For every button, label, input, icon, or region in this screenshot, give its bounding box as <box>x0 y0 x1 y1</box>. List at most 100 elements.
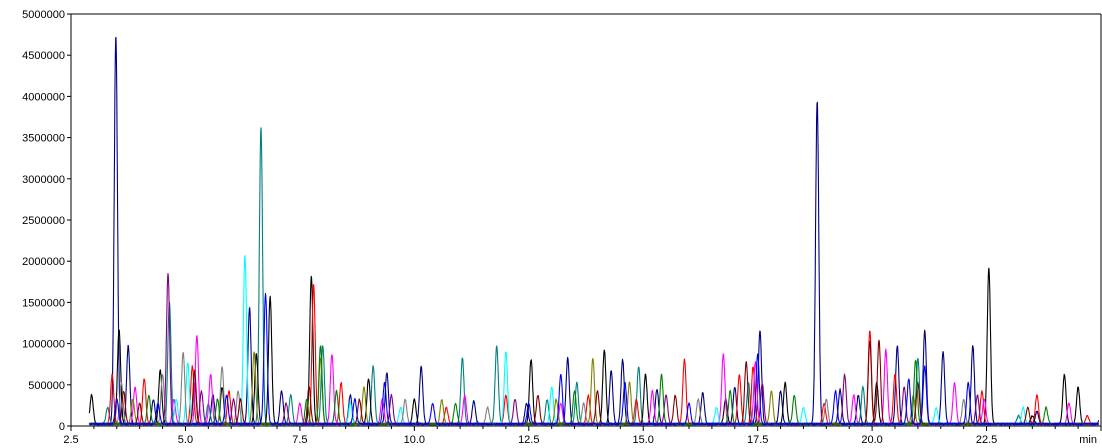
peak-point <box>132 401 133 402</box>
peak-point <box>757 355 758 356</box>
peak-point <box>446 409 447 410</box>
peak-point <box>730 392 731 393</box>
peak-point <box>306 401 307 402</box>
peak-point <box>386 374 387 375</box>
peak-point <box>421 368 422 369</box>
peak-point <box>162 376 163 377</box>
peak-point <box>1045 409 1046 410</box>
peak-point <box>636 401 637 402</box>
x-tick-label: 20.0 <box>861 434 882 446</box>
x-axis-unit-label: min <box>1079 434 1097 446</box>
peak-point <box>121 384 122 385</box>
peak-point <box>112 376 113 377</box>
peak-point <box>505 353 506 354</box>
peak-point <box>734 388 735 389</box>
peak-point <box>869 332 870 333</box>
peak-point <box>915 361 916 362</box>
peak-point <box>629 384 630 385</box>
y-tick-label: 2500000 <box>22 215 65 227</box>
peak-point <box>336 392 337 393</box>
peak-point <box>771 392 772 393</box>
peak-point <box>249 308 250 309</box>
peak-point <box>698 401 699 402</box>
peak-point <box>576 384 577 385</box>
peak-point <box>981 392 982 393</box>
peak-point <box>290 397 291 398</box>
peak-point <box>226 397 227 398</box>
peak-point <box>240 401 241 402</box>
peak-point <box>963 401 964 402</box>
peak-point <box>286 405 287 406</box>
peak-point <box>752 368 753 369</box>
peak-point <box>823 405 824 406</box>
x-tick-label: 17.5 <box>747 434 768 446</box>
peak-point <box>839 391 840 392</box>
peak-point <box>968 384 969 385</box>
plot-background <box>71 14 1101 426</box>
peak-point <box>652 392 653 393</box>
peak-point <box>441 401 442 402</box>
y-tick-label: 500000 <box>28 380 65 392</box>
x-tick-label: 7.5 <box>292 434 307 446</box>
peak-point <box>187 364 188 365</box>
peak-point <box>546 401 547 402</box>
peak-point <box>716 409 717 410</box>
peak-point <box>597 392 598 393</box>
y-tick-label: 4500000 <box>22 50 65 62</box>
peak-point <box>526 405 527 406</box>
peak-point <box>917 359 918 360</box>
peak-point <box>157 405 158 406</box>
peak-point <box>311 277 312 278</box>
peak-point <box>755 364 756 365</box>
peak-point <box>560 376 561 377</box>
peak-point <box>1078 388 1079 389</box>
y-tick-label: 1500000 <box>22 297 65 309</box>
peak-point <box>1032 417 1033 418</box>
peak-point <box>656 391 657 392</box>
peak-point <box>340 384 341 385</box>
peak-point <box>322 347 323 348</box>
peak-point <box>299 405 300 406</box>
peak-point <box>192 368 193 369</box>
peak-point <box>530 361 531 362</box>
peak-point <box>331 355 332 356</box>
peak-point <box>350 397 351 398</box>
y-tick-label: 4000000 <box>22 91 65 103</box>
peak-point <box>354 401 355 402</box>
peak-point <box>853 397 854 398</box>
peak-point <box>977 397 978 398</box>
peak-point <box>391 397 392 398</box>
peak-point <box>107 409 108 410</box>
peak-point <box>260 129 261 130</box>
peak-point <box>400 409 401 410</box>
peak-point <box>1018 417 1019 418</box>
peak-point <box>537 397 538 398</box>
peak-point <box>908 380 909 381</box>
peak-point <box>1068 405 1069 406</box>
peak-point <box>464 397 465 398</box>
peak-point <box>551 388 552 389</box>
peak-point <box>115 36 116 37</box>
peak-point <box>574 392 575 393</box>
peak-point <box>556 401 557 402</box>
peak-point <box>320 359 321 360</box>
y-tick-label: 0 <box>59 421 65 433</box>
peak-point <box>237 392 238 393</box>
peak-point <box>308 388 309 389</box>
peak-point <box>567 359 568 360</box>
peak-point <box>604 351 605 352</box>
x-tick-label: 10.0 <box>404 434 425 446</box>
peak-point <box>611 372 612 373</box>
peak-point <box>153 401 154 402</box>
peak-point <box>210 376 211 377</box>
peak-point <box>194 372 195 373</box>
x-tick-label: 15.0 <box>633 434 654 446</box>
peak-point <box>473 402 474 403</box>
peak-point <box>835 392 836 393</box>
peak-point <box>560 405 561 406</box>
peak-point <box>826 401 827 402</box>
peak-point <box>803 409 804 410</box>
peak-point <box>638 368 639 369</box>
peak-point <box>455 405 456 406</box>
